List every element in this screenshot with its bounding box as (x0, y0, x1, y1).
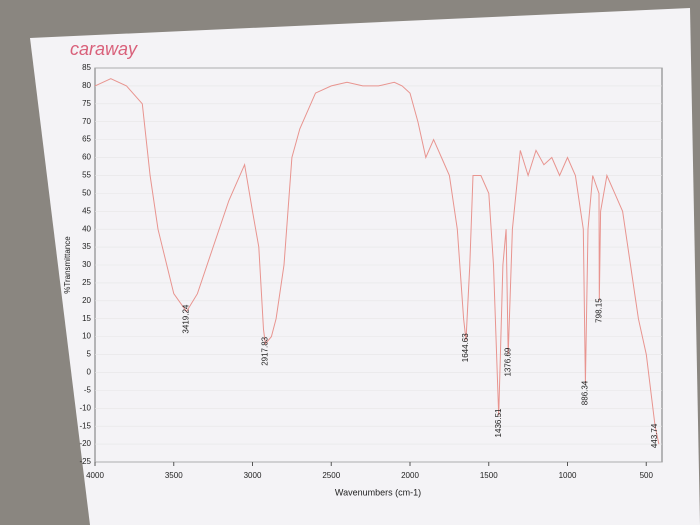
y-tick-label: 65 (82, 135, 91, 144)
peak-label: 443.74 (650, 423, 659, 448)
x-tick-label: 3000 (244, 471, 262, 480)
peak-label: 798.15 (594, 298, 603, 323)
y-tick-label: 80 (82, 81, 91, 90)
y-tick-label: 50 (82, 188, 91, 197)
y-tick-label: 75 (82, 99, 91, 108)
peak-label: 1436.51 (494, 408, 503, 437)
peak-label: 3419.24 (182, 304, 191, 333)
y-tick-label: 55 (82, 171, 91, 180)
x-tick-label: 1500 (480, 471, 498, 480)
y-tick-label: 20 (82, 296, 91, 305)
y-tick-label: 85 (82, 63, 91, 72)
y-tick-label: 15 (82, 314, 91, 323)
peak-label: 1376.69 (503, 347, 512, 376)
x-tick-label: 4000 (86, 471, 104, 480)
chart-title: caraway (70, 39, 138, 59)
y-tick-label: 10 (82, 332, 91, 341)
y-tick-label: 5 (87, 350, 92, 359)
y-axis-label: %Transmittance (63, 236, 72, 294)
paper (30, 8, 700, 525)
y-tick-label: 70 (82, 117, 91, 126)
x-tick-label: 2000 (401, 471, 419, 480)
y-tick-label: -25 (79, 457, 91, 466)
x-tick-label: 3500 (165, 471, 183, 480)
y-tick-label: 60 (82, 153, 91, 162)
y-tick-label: 30 (82, 260, 91, 269)
y-tick-label: -10 (79, 403, 91, 412)
peak-label: 1644.63 (461, 333, 470, 362)
y-tick-label: 40 (82, 224, 91, 233)
peak-label: 886.34 (581, 380, 590, 405)
x-tick-label: 2500 (322, 471, 340, 480)
y-tick-label: -20 (79, 439, 91, 448)
y-tick-label: 35 (82, 242, 91, 251)
y-tick-label: 45 (82, 206, 91, 215)
x-axis-label: Wavenumbers (cm-1) (335, 487, 421, 497)
peak-label: 2917.83 (261, 336, 270, 365)
x-tick-label: 500 (640, 471, 654, 480)
y-tick-label: 0 (87, 368, 92, 377)
y-tick-label: -15 (79, 421, 91, 430)
y-tick-label: -5 (84, 385, 92, 394)
y-tick-label: 25 (82, 278, 91, 287)
spectrum-line (94, 78, 660, 445)
x-tick-label: 1000 (559, 471, 577, 480)
